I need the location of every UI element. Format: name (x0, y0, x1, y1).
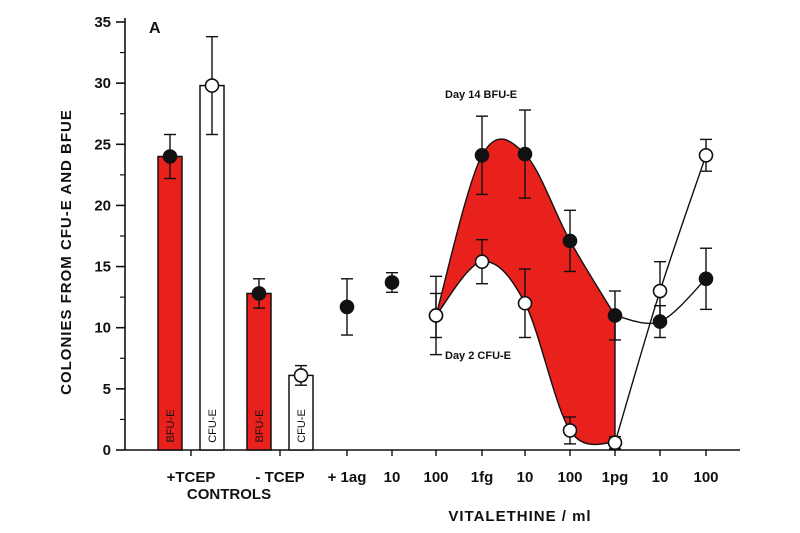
bar-point-filled (162, 149, 178, 164)
bar-point-open (204, 78, 220, 93)
y-tick-label: 20 (94, 197, 111, 214)
day14-point (339, 299, 355, 315)
x-tick-label-control: +TCEP (167, 469, 216, 486)
day2-point (562, 423, 578, 438)
chart-labels: A COLONIES FROM CFU-E AND BFUE VITALETHI… (58, 20, 591, 525)
y-tick-label: 10 (94, 320, 111, 337)
y-tick-label: 15 (94, 259, 111, 276)
x-tick-label-dose: 10 (384, 469, 401, 486)
y-tick-label: 35 (94, 14, 111, 31)
day14-point (698, 271, 714, 287)
bar-point-filled (251, 286, 267, 301)
bar-label: BFU-E (254, 410, 266, 443)
bar-label: BFU-E (165, 410, 177, 443)
bar-point-open (293, 368, 309, 383)
day2-point (517, 295, 533, 311)
control-bar (246, 292, 272, 451)
controls-group-label: CONTROLS (187, 486, 271, 503)
day2-series-label: Day 2 CFU-E (445, 350, 511, 362)
x-axis-title: VITALETHINE / ml (448, 508, 591, 525)
x-tick-label-dose: 1fg (471, 469, 494, 486)
day2-point (652, 283, 668, 299)
x-tick-label-dose: 100 (693, 469, 718, 486)
x-tick-label-dose: + 1ag (328, 469, 367, 486)
day14-point (607, 308, 623, 323)
y-tick-label: 30 (94, 75, 111, 92)
bar-label: CFU-E (296, 409, 308, 443)
series-points (339, 109, 714, 450)
bar-label: CFU-E (207, 409, 219, 443)
x-tick-label-dose: 10 (652, 469, 669, 486)
x-tick-label-dose: 10 (517, 469, 534, 486)
x-tick-label-dose: 100 (423, 469, 448, 486)
y-tick-label: 0 (103, 442, 111, 459)
day14-point (474, 147, 490, 163)
control-bar (288, 374, 314, 451)
day2-point (698, 147, 714, 163)
day14-point (517, 146, 533, 162)
y-axis-title: COLONIES FROM CFU-E AND BFUE (58, 109, 75, 395)
y-tick-label: 25 (94, 136, 111, 153)
chart-axes: 0 5 10 15 20 25 30 35 +TCEP - TCEP + 1ag 10 100 1fg 10… (94, 14, 740, 486)
day2-point (428, 308, 444, 323)
control-bars: BFU-E CFU-E BFU-E CFU-E (157, 35, 314, 451)
y-tick-label: 5 (103, 381, 111, 398)
panel-label: A (149, 20, 161, 37)
x-tick-label-dose: 1pg (602, 469, 629, 486)
x-tick-label-control: - TCEP (255, 469, 304, 486)
control-bar (199, 84, 225, 451)
day14-series-label: Day 14 BFU-E (445, 89, 517, 101)
day14-point (384, 275, 400, 290)
day14-point (562, 233, 578, 249)
day2-point (474, 254, 490, 269)
control-bar (157, 155, 183, 451)
day2-point (607, 435, 623, 450)
day14-point (652, 314, 668, 329)
x-tick-label-dose: 100 (557, 469, 582, 486)
